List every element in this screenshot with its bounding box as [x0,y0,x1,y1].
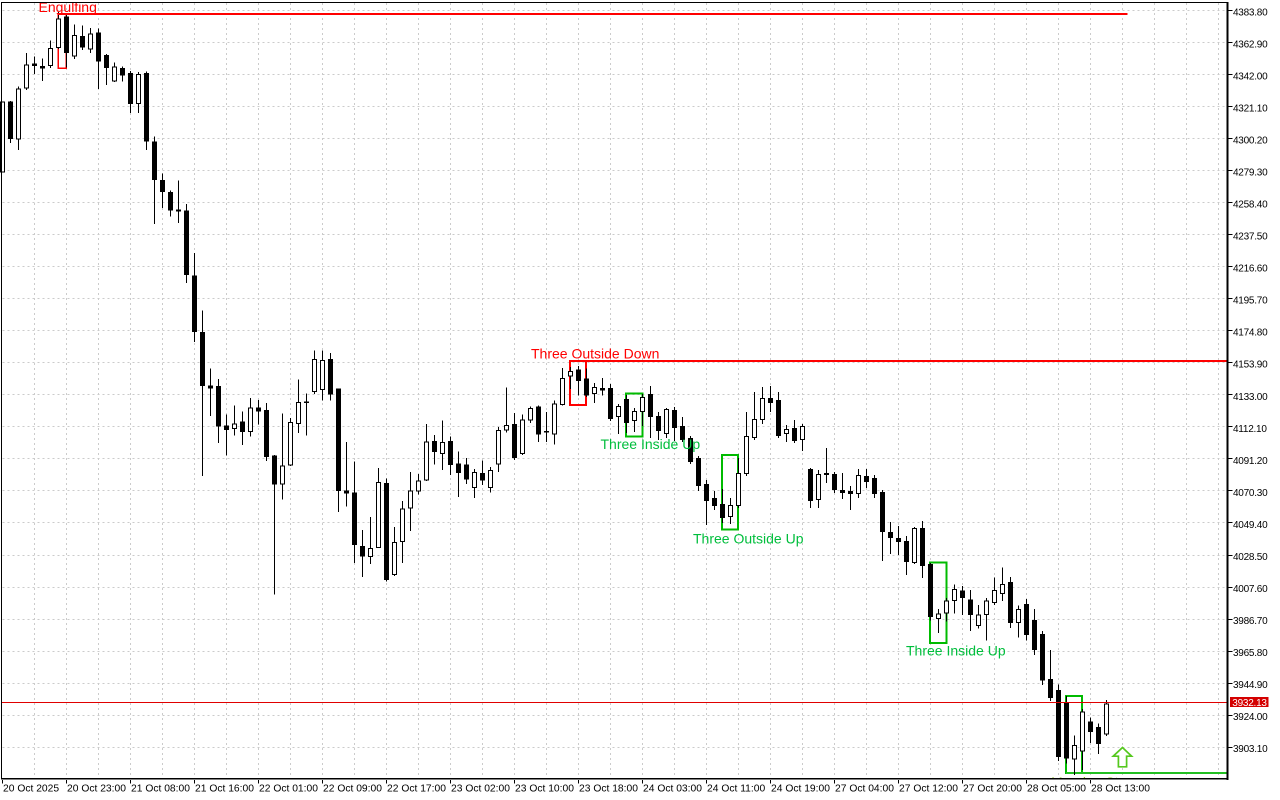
svg-text:Three Outside Up: Three Outside Up [693,531,804,547]
svg-text:4049.40: 4049.40 [1233,520,1268,531]
svg-text:23 Oct 10:00: 23 Oct 10:00 [515,784,574,795]
svg-text:4362.90: 4362.90 [1233,39,1268,50]
svg-text:4195.70: 4195.70 [1233,296,1268,307]
svg-text:4007.60: 4007.60 [1233,584,1268,595]
svg-text:28 Oct 13:00: 28 Oct 13:00 [1091,784,1150,795]
svg-text:4383.80: 4383.80 [1233,7,1268,18]
svg-text:20 Oct 23:00: 20 Oct 23:00 [67,784,126,795]
svg-text:4237.50: 4237.50 [1233,232,1268,243]
svg-text:24 Oct 03:00: 24 Oct 03:00 [643,784,702,795]
svg-text:3903.10: 3903.10 [1233,744,1268,755]
svg-text:4279.30: 4279.30 [1233,168,1268,179]
svg-text:4342.00: 4342.00 [1233,72,1268,83]
svg-text:4321.10: 4321.10 [1233,104,1268,115]
svg-text:Engulfing: Engulfing [39,0,97,15]
svg-text:23 Oct 18:00: 23 Oct 18:00 [579,784,638,795]
svg-text:21 Oct 08:00: 21 Oct 08:00 [131,784,190,795]
svg-text:3924.00: 3924.00 [1233,712,1268,723]
svg-text:23 Oct 02:00: 23 Oct 02:00 [451,784,510,795]
svg-text:3944.90: 3944.90 [1233,680,1268,691]
svg-text:4070.30: 4070.30 [1233,488,1268,499]
svg-text:Morning Star: Morning Star [1051,774,1131,790]
svg-text:3986.70: 3986.70 [1233,616,1268,627]
svg-text:22 Oct 01:00: 22 Oct 01:00 [259,784,318,795]
svg-text:27 Oct 04:00: 27 Oct 04:00 [835,784,894,795]
svg-text:4300.20: 4300.20 [1233,136,1268,147]
svg-text:4028.50: 4028.50 [1233,552,1268,563]
svg-text:3965.80: 3965.80 [1233,648,1268,659]
svg-text:Three Outside Down: Three Outside Down [531,346,659,362]
svg-text:24 Oct 19:00: 24 Oct 19:00 [771,784,830,795]
svg-text:20 Oct 2025: 20 Oct 2025 [3,784,59,795]
svg-text:28 Oct 05:00: 28 Oct 05:00 [1027,784,1086,795]
svg-text:Three Inside Up: Three Inside Up [906,643,1006,659]
svg-text:4216.60: 4216.60 [1233,264,1268,275]
svg-text:3932.13: 3932.13 [1232,698,1267,709]
svg-text:4153.90: 4153.90 [1233,360,1268,371]
svg-text:22 Oct 17:00: 22 Oct 17:00 [387,784,446,795]
svg-text:4174.80: 4174.80 [1233,328,1268,339]
svg-text:22 Oct 09:00: 22 Oct 09:00 [323,784,382,795]
svg-text:4091.20: 4091.20 [1233,456,1268,467]
svg-text:4258.40: 4258.40 [1233,200,1268,211]
svg-text:27 Oct 12:00: 27 Oct 12:00 [899,784,958,795]
svg-text:27 Oct 20:00: 27 Oct 20:00 [963,784,1022,795]
svg-text:4133.00: 4133.00 [1233,392,1268,403]
svg-text:4112.10: 4112.10 [1233,424,1267,435]
svg-text:24 Oct 11:00: 24 Oct 11:00 [707,784,765,795]
svg-text:Three Inside Up: Three Inside Up [601,436,701,452]
svg-text:21 Oct 16:00: 21 Oct 16:00 [195,784,254,795]
